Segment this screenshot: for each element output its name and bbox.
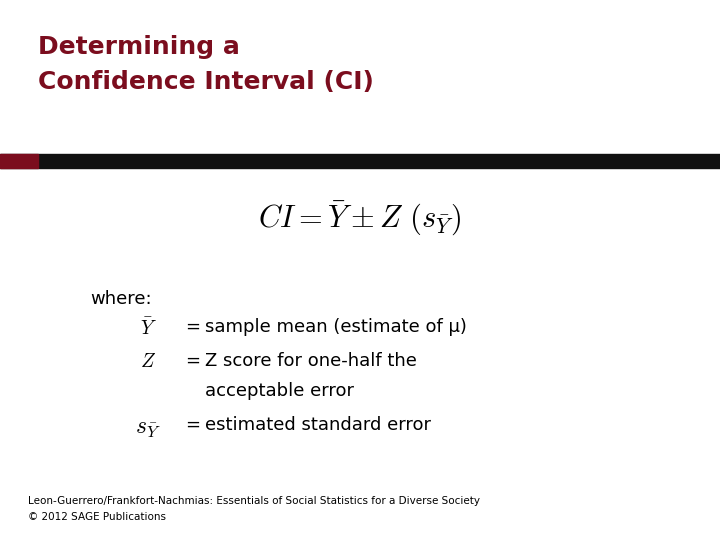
Text: =: = <box>185 352 200 370</box>
Bar <box>0 154 38 168</box>
Text: Determining a: Determining a <box>38 35 240 59</box>
Text: $\bar{Y}$: $\bar{Y}$ <box>140 318 156 339</box>
Text: sample mean (estimate of μ): sample mean (estimate of μ) <box>205 318 467 336</box>
Text: $CI = \bar{Y} \pm Z\ (s_{\bar{Y}})$: $CI = \bar{Y} \pm Z\ (s_{\bar{Y}})$ <box>258 200 462 238</box>
Text: where:: where: <box>90 290 152 308</box>
Bar <box>0 154 720 168</box>
Text: $Z$: $Z$ <box>140 352 156 371</box>
Text: acceptable error: acceptable error <box>205 382 354 400</box>
Text: Leon-Guerrero/Frankfort-Nachmias: Essentials of Social Statistics for a Diverse : Leon-Guerrero/Frankfort-Nachmias: Essent… <box>28 496 480 506</box>
Text: Z score for one-half the: Z score for one-half the <box>205 352 417 370</box>
Text: =: = <box>185 416 200 434</box>
Text: estimated standard error: estimated standard error <box>205 416 431 434</box>
Text: $s_{\bar{Y}}$: $s_{\bar{Y}}$ <box>135 416 161 440</box>
Text: Confidence Interval (CI): Confidence Interval (CI) <box>38 70 374 94</box>
Text: =: = <box>185 318 200 336</box>
Text: © 2012 SAGE Publications: © 2012 SAGE Publications <box>28 512 166 522</box>
